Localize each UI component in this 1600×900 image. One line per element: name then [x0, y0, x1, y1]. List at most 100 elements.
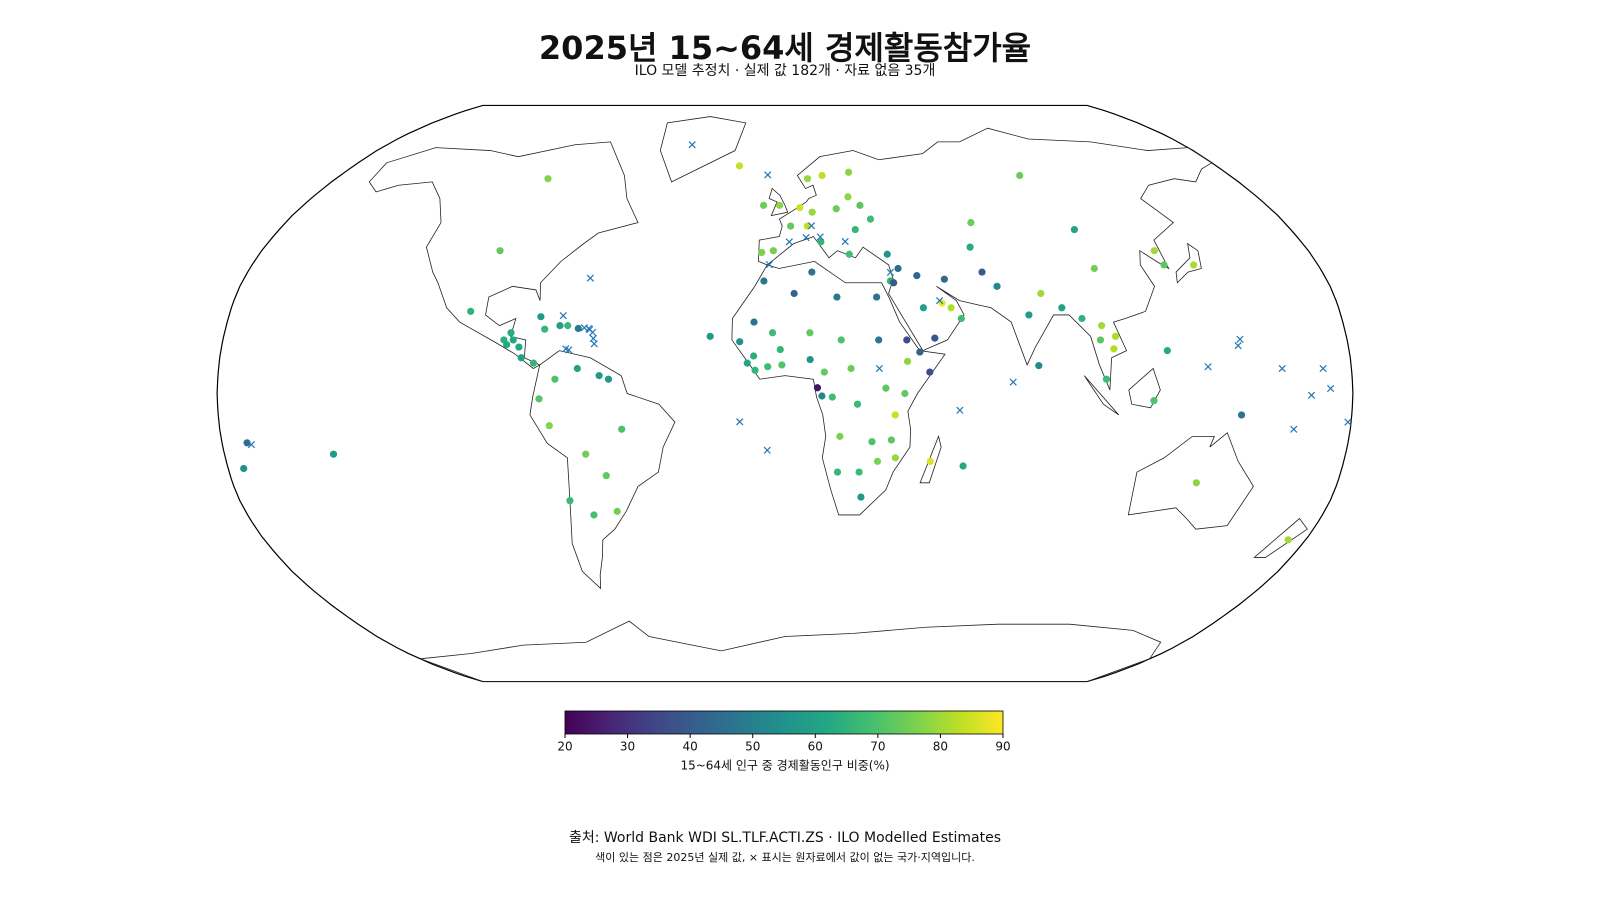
- missing-marker: [875, 364, 884, 373]
- missing-marker: [841, 237, 849, 246]
- country-point: [806, 329, 814, 337]
- note: 색이 있는 점은 2025년 실제 값, × 표시는 원자료에서 값이 없는 국…: [595, 851, 975, 864]
- country-point: [828, 393, 836, 401]
- missing-marker: [935, 297, 944, 305]
- chart-title: 2025년 15~64세 경제활동참가율: [539, 29, 1031, 67]
- country-point: [706, 332, 714, 340]
- colorbar-tick-label: 70: [870, 740, 885, 754]
- country-point: [590, 511, 598, 519]
- coastline: [758, 127, 1213, 391]
- country-point: [750, 318, 758, 326]
- coastline: [529, 350, 676, 590]
- missing-marker: [1326, 384, 1335, 393]
- country-point: [515, 343, 523, 351]
- country-point: [853, 400, 862, 408]
- country-point: [851, 225, 859, 234]
- country-point: [751, 366, 759, 374]
- country-point: [595, 372, 603, 380]
- missing-marker: [565, 346, 573, 354]
- source: 출처: World Bank WDI SL.TLF.ACTI.ZS · ILO …: [569, 830, 1001, 846]
- colorbar-tick-label: 80: [933, 740, 948, 754]
- country-point: [993, 282, 1001, 290]
- country-point: [551, 375, 559, 383]
- country-point: [890, 279, 898, 287]
- missing-marker: [586, 274, 594, 282]
- missing-marker: [1234, 342, 1242, 350]
- country-point: [1284, 536, 1292, 544]
- country-point: [813, 384, 822, 392]
- country-point: [1237, 411, 1246, 419]
- missing-marker: [247, 440, 256, 449]
- country-point: [1016, 171, 1024, 180]
- coastline: [768, 187, 789, 217]
- country-point: [940, 275, 948, 283]
- country-point: [837, 336, 845, 344]
- country-point: [582, 450, 590, 458]
- coastline: [1083, 375, 1120, 416]
- country-point: [894, 264, 902, 273]
- country-point: [978, 268, 986, 276]
- country-point: [833, 468, 842, 476]
- missing-marker: [1278, 364, 1286, 373]
- country-point: [545, 422, 553, 430]
- country-point: [769, 247, 777, 255]
- missing-marker: [1236, 335, 1244, 343]
- country-point: [818, 171, 826, 180]
- country-point: [529, 359, 538, 367]
- missing-marker: [559, 312, 567, 320]
- country-point: [820, 368, 828, 376]
- country-point: [966, 243, 974, 251]
- missing-marker: [1344, 418, 1352, 426]
- country-point: [790, 289, 798, 298]
- land: [216, 104, 1354, 683]
- missing-marker: [765, 260, 773, 269]
- country-point: [1037, 289, 1045, 298]
- country-point: [913, 272, 921, 280]
- country-point: [573, 364, 581, 373]
- country-point: [758, 248, 766, 257]
- country-point: [833, 293, 841, 301]
- country-point: [503, 340, 511, 349]
- missing-marker: [736, 418, 744, 426]
- country-point: [618, 425, 626, 433]
- missing-marker: [585, 324, 593, 333]
- country-point: [796, 204, 804, 212]
- country-point: [856, 201, 864, 209]
- country-point: [875, 336, 883, 344]
- country-point: [759, 201, 768, 209]
- country-point: [556, 322, 564, 330]
- country-point: [903, 336, 911, 344]
- country-point: [887, 436, 896, 444]
- map-outline: [216, 104, 1354, 683]
- country-point: [808, 208, 816, 216]
- country-point: [836, 432, 844, 440]
- country-point: [844, 168, 853, 176]
- coastline: [1127, 432, 1254, 530]
- country-point: [926, 457, 934, 465]
- country-point: [1058, 304, 1066, 312]
- country-point: [806, 355, 814, 364]
- coastline: [659, 116, 747, 183]
- country-point: [764, 363, 772, 371]
- country-point: [786, 222, 795, 230]
- country-point: [1025, 311, 1033, 319]
- country-point: [1070, 225, 1079, 234]
- country-point: [1102, 375, 1111, 383]
- country-point: [535, 395, 543, 403]
- country-point: [803, 175, 812, 183]
- country-point: [566, 497, 574, 505]
- missing-marker: [807, 222, 816, 230]
- country-point: [873, 457, 882, 465]
- missing-marker: [763, 446, 771, 454]
- country-point: [537, 313, 545, 321]
- country-point: [818, 392, 826, 400]
- colorbar-tick-label: 20: [557, 740, 572, 754]
- country-point: [467, 307, 475, 315]
- coastline: [420, 620, 1162, 682]
- country-point: [931, 334, 939, 342]
- country-point: [901, 389, 909, 398]
- missing-marker: [956, 406, 964, 414]
- missing-marker: [764, 171, 772, 179]
- country-point: [882, 384, 890, 392]
